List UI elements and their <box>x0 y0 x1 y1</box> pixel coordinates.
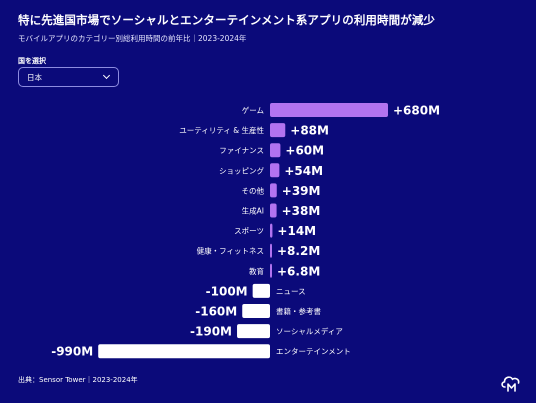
cloud-m-icon <box>501 376 520 392</box>
chart-title: 特に先進国市場でソーシャルとエンターテインメント系アプリの利用時間が減少 <box>18 13 436 27</box>
country-select-label: 国を選択 <box>18 57 46 65</box>
category-label: ゲーム <box>242 106 264 115</box>
category-label: ソーシャルメディア <box>276 326 343 336</box>
category-label: スポーツ <box>234 227 264 236</box>
bar <box>270 263 272 278</box>
value-label: -100M <box>206 284 248 298</box>
source-note: 出典：Sensor Tower｜2023-2024年 <box>18 376 138 384</box>
bar <box>252 283 270 298</box>
value-label: -990M <box>51 345 93 359</box>
bar <box>270 143 281 158</box>
value-label: +8.2M <box>277 244 320 258</box>
value-label: -160M <box>195 305 237 319</box>
category-label: ショッピング <box>219 165 264 175</box>
value-label: +6.8M <box>277 264 320 278</box>
value-label: +14M <box>277 224 316 238</box>
category-label: その他 <box>242 185 265 195</box>
bar <box>242 304 270 318</box>
category-label: 生成AI <box>242 206 264 216</box>
bar <box>270 163 280 178</box>
category-label: エンターテインメント <box>276 347 351 356</box>
country-select[interactable]: 日本 <box>18 67 119 87</box>
bar <box>270 223 273 238</box>
bar <box>270 103 388 117</box>
value-label: -190M <box>190 325 232 339</box>
category-label: 健康・フィットネス <box>197 246 264 256</box>
value-label: +60M <box>285 144 324 158</box>
category-label: ユーティリティ & 生産性 <box>179 125 264 135</box>
category-label: ファイナンス <box>219 146 264 155</box>
bar <box>270 123 286 138</box>
chart-subtitle: モバイルアプリのカテゴリー別総利用時間の前年比｜2023-2024年 <box>18 34 247 43</box>
bar <box>270 243 272 258</box>
bar <box>98 344 271 359</box>
value-label: +38M <box>282 204 321 218</box>
bar <box>270 203 277 218</box>
bar <box>270 183 277 198</box>
category-label: 教育 <box>249 266 264 276</box>
bar <box>237 324 270 339</box>
value-label: +39M <box>282 184 321 198</box>
value-label: +54M <box>284 164 323 178</box>
value-label: +88M <box>290 124 329 138</box>
category-label: ニュース <box>276 287 306 296</box>
category-label: 書籍・参考書 <box>276 306 321 316</box>
country-select-value: 日本 <box>27 72 42 82</box>
value-label: +680M <box>393 104 440 118</box>
